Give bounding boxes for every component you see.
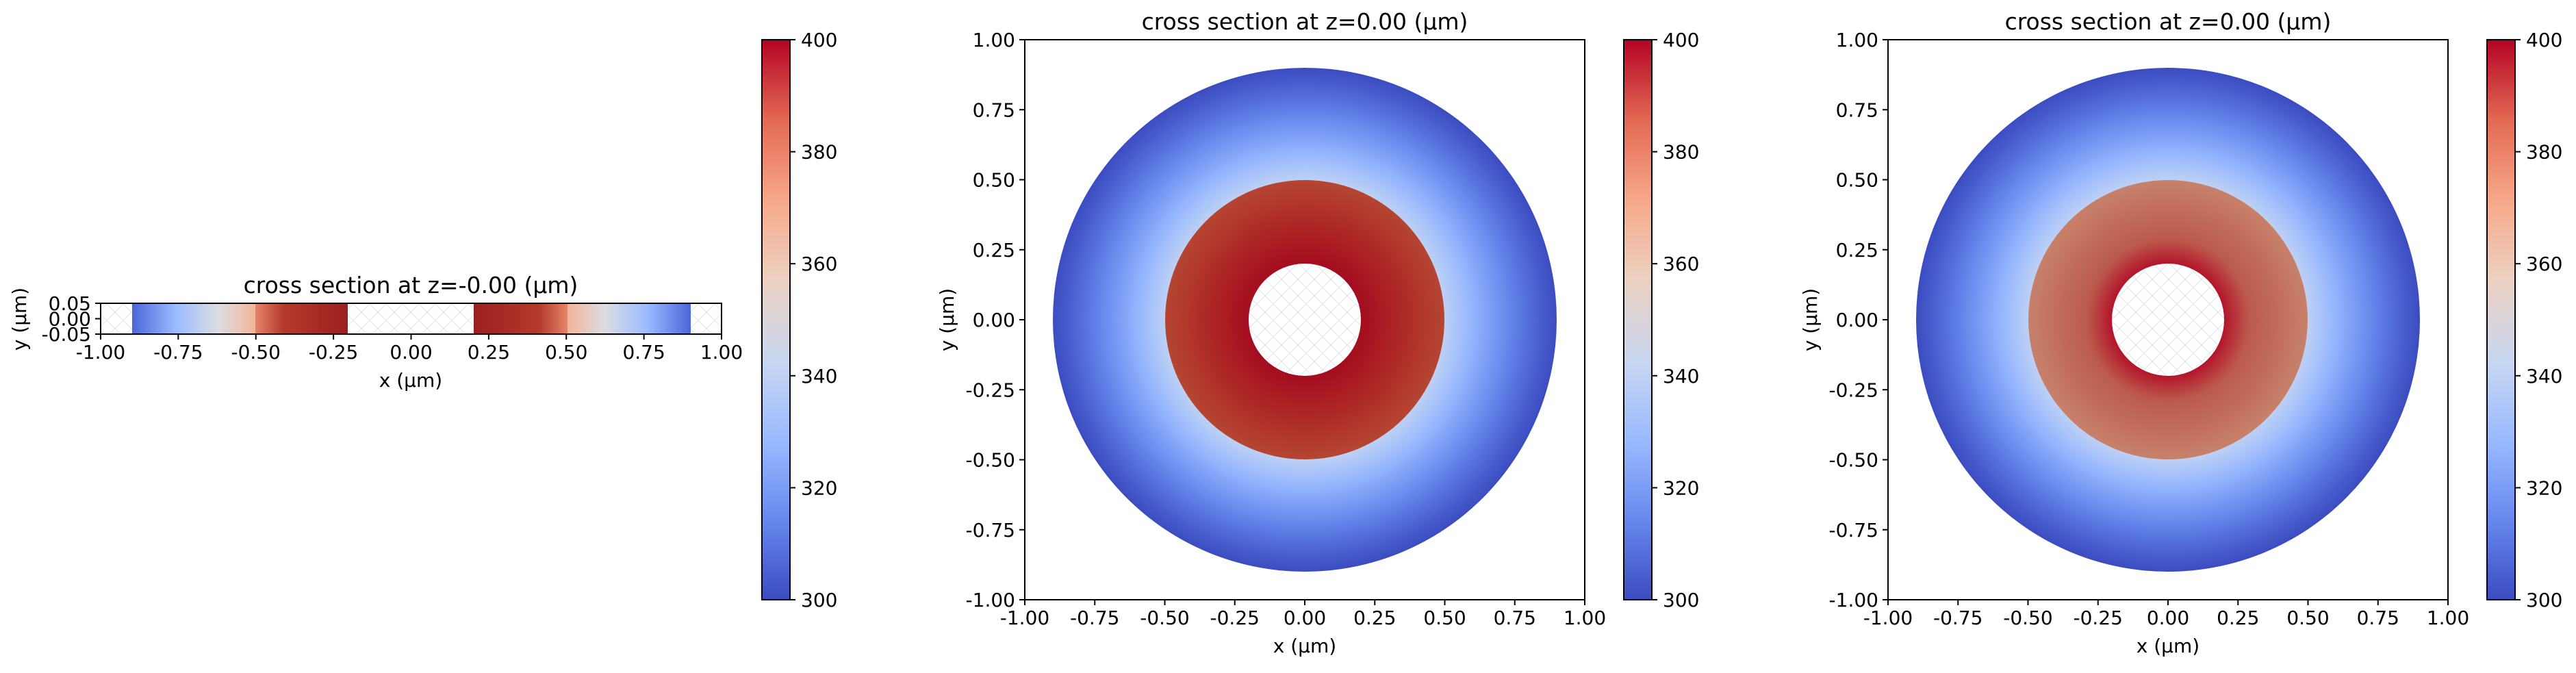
colorbar-tick-label: 340 <box>801 365 837 388</box>
left-outer-layer <box>132 303 255 334</box>
x-axis-label: x (μm) <box>379 369 442 392</box>
colorbar-tick-label: 360 <box>2526 253 2562 275</box>
colorbar-2: 300 320 340 360 380 400 <box>1623 29 1699 611</box>
colorbar-tick-label: 380 <box>801 141 837 164</box>
x-tick-label: -0.75 <box>153 341 203 364</box>
y-tick-label: 1.00 <box>973 29 1015 51</box>
x-tick-label: 1.00 <box>2427 607 2469 629</box>
colorbar-tick-label: 320 <box>801 477 837 499</box>
colorbar-gradient <box>1623 39 1653 600</box>
hollow-core <box>1249 264 1361 376</box>
panel-3-disk-cross-section: -1.00 -0.75 -0.50 -0.25 0.00 0.25 0.50 0.75 1.00… <box>1799 8 2469 657</box>
x-tick-label: -0.75 <box>1070 607 1119 629</box>
y-axis-ticks: -1.00 -0.75 -0.50 -0.25 0.00 0.25 0.50 0.75 1.00 <box>966 29 1025 611</box>
left-inner-layer <box>255 303 348 334</box>
x-tick-label: 0.50 <box>545 341 587 364</box>
chart-title: cross section at z=0.00 (μm) <box>1142 8 1468 35</box>
colorbar-tick-label: 340 <box>2526 365 2562 388</box>
panel-1-slab-cross-section: -1.00 -0.75 -0.50 -0.25 0.00 0.25 0.50 0.75 1.00… <box>8 272 743 392</box>
chart-title: cross section at z=0.00 (μm) <box>2005 8 2332 35</box>
x-tick-label: -0.25 <box>1210 607 1260 629</box>
y-tick-label: -1.00 <box>1829 589 1878 611</box>
colorbar-1: 300 320 340 360 380 400 <box>761 29 837 611</box>
x-tick-label: -0.25 <box>309 341 358 364</box>
y-tick-label: 0.00 <box>973 309 1015 331</box>
y-tick-label: -0.05 <box>42 323 91 346</box>
colorbar-tick-label: 320 <box>2526 477 2562 499</box>
y-axis-ticks: -0.050.000.05 <box>42 292 101 346</box>
panel-2-disk-cross-section: -1.00 -0.75 -0.50 -0.25 0.00 0.25 0.50 0.75 1.00… <box>936 8 1606 657</box>
y-tick-label: 1.00 <box>1836 29 1878 51</box>
y-tick-label: 0.00 <box>1836 309 1878 331</box>
y-tick-label: 0.00 <box>49 308 91 331</box>
y-tick-label: 0.05 <box>49 292 91 315</box>
y-tick-label: -0.50 <box>1829 449 1878 472</box>
x-tick-label: 0.75 <box>2357 607 2399 629</box>
colorbar-tick-label: 360 <box>801 253 837 275</box>
x-tick-label: -0.50 <box>2003 607 2052 629</box>
chart-title: cross section at z=-0.00 (μm) <box>244 272 578 299</box>
colorbar-tick-label: 300 <box>2526 589 2562 611</box>
x-tick-label: 0.75 <box>1494 607 1536 629</box>
x-tick-label: 0.50 <box>2286 607 2329 629</box>
x-tick-label: -0.75 <box>1933 607 1982 629</box>
y-tick-label: 0.50 <box>1836 169 1878 192</box>
colorbar-tick-label: 320 <box>1663 477 1699 499</box>
y-axis-label: y (μm) <box>936 288 958 351</box>
y-tick-label: -0.25 <box>1829 379 1878 401</box>
x-axis-label: x (μm) <box>1273 635 1336 657</box>
colorbar-3: 300 320 340 360 380 400 <box>2486 29 2562 611</box>
y-tick-label: -0.75 <box>1829 519 1878 542</box>
x-tick-label: 0.75 <box>622 341 665 364</box>
x-tick-label: 0.25 <box>468 341 510 364</box>
colorbar-tick-label: 400 <box>801 29 837 51</box>
y-tick-label: -0.50 <box>966 449 1015 472</box>
x-tick-label: 1.00 <box>700 341 743 364</box>
colorbar-tick-label: 300 <box>801 589 837 611</box>
y-tick-label: -0.25 <box>966 379 1015 401</box>
colorbar-tick-label: 400 <box>1663 29 1699 51</box>
x-tick-label: 0.00 <box>2147 607 2189 629</box>
x-tick-label: 1.00 <box>1564 607 1606 629</box>
y-tick-label: 0.75 <box>1836 99 1878 121</box>
x-tick-label: -1.00 <box>1863 607 1913 629</box>
y-axis-label: y (μm) <box>8 288 31 351</box>
y-tick-label: 0.25 <box>973 239 1015 262</box>
x-axis-label: x (μm) <box>2137 635 2199 657</box>
x-tick-label: -0.50 <box>231 341 281 364</box>
x-axis-ticks: -1.00 -0.75 -0.50 -0.25 0.00 0.25 0.50 0.75 1.00 <box>1863 600 2469 629</box>
colorbar-tick-label: 340 <box>1663 365 1699 388</box>
colorbars: 3003203403603804003003203403603804003003… <box>761 29 2562 611</box>
x-tick-label: 0.00 <box>390 341 432 364</box>
colorbar-gradient <box>761 39 791 600</box>
colorbar-tick-label: 300 <box>1663 589 1699 611</box>
colorbar-gradient <box>2486 39 2516 600</box>
y-tick-label: 0.50 <box>973 169 1015 192</box>
x-tick-label: 0.50 <box>1423 607 1466 629</box>
x-tick-label: 0.25 <box>1353 607 1396 629</box>
right-outer-layer <box>568 303 691 334</box>
colorbar-tick-label: 380 <box>2526 141 2562 164</box>
x-tick-label: 0.25 <box>2217 607 2259 629</box>
x-axis-ticks: -1.00 -0.75 -0.50 -0.25 0.00 0.25 0.50 0.75 1.00 <box>76 334 743 364</box>
right-inner-layer <box>474 303 568 334</box>
y-tick-label: 0.25 <box>1836 239 1878 262</box>
colorbar-tick-label: 400 <box>2526 29 2562 51</box>
colorbar-tick-label: 360 <box>1663 253 1699 275</box>
x-tick-label: 0.00 <box>1284 607 1326 629</box>
y-tick-label: 0.75 <box>973 99 1015 121</box>
y-tick-label: -1.00 <box>966 589 1015 611</box>
hollow-core <box>2112 264 2224 376</box>
y-axis-label: y (μm) <box>1799 288 1822 351</box>
x-tick-label: -0.25 <box>2074 607 2123 629</box>
x-tick-label: -0.50 <box>1140 607 1189 629</box>
x-axis-ticks: -1.00 -0.75 -0.50 -0.25 0.00 0.25 0.50 0.75 1.00 <box>1000 600 1606 629</box>
y-tick-label: -0.75 <box>966 519 1015 542</box>
x-tick-label: -1.00 <box>76 341 125 364</box>
colorbar-tick-label: 380 <box>1663 141 1699 164</box>
x-tick-label: -1.00 <box>1000 607 1049 629</box>
y-axis-ticks: -1.00 -0.75 -0.50 -0.25 0.00 0.25 0.50 0.75 1.00 <box>1829 29 1888 611</box>
